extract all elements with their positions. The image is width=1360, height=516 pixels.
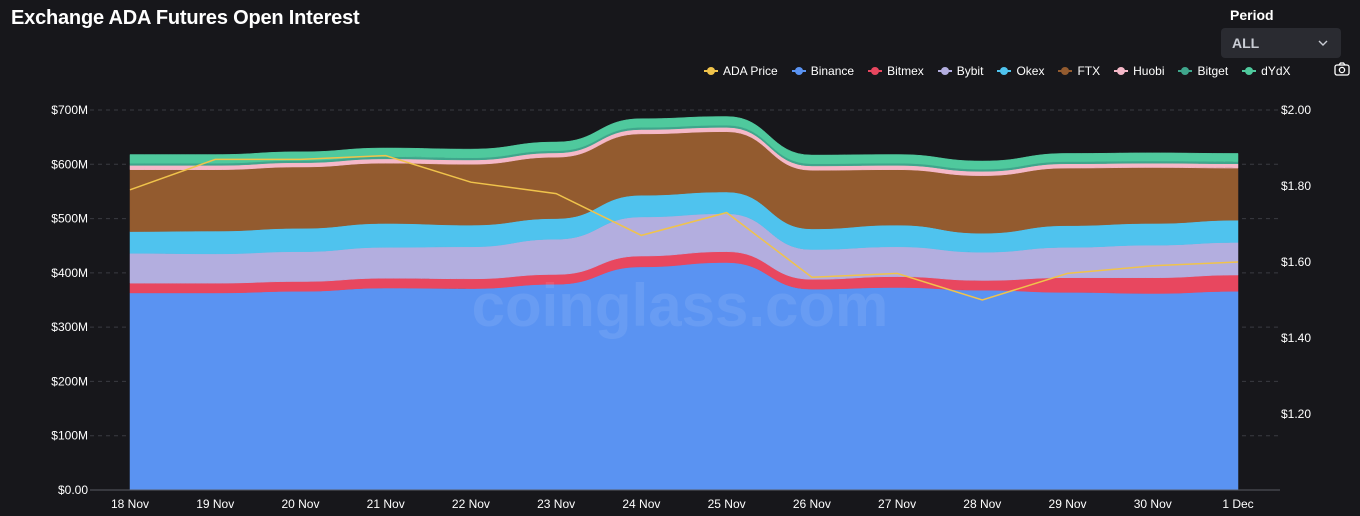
x-tick-label: 26 Nov: [793, 497, 831, 511]
y-right-tick-label: $1.40: [1281, 331, 1311, 345]
legend-label-bitget: Bitget: [1197, 64, 1229, 78]
x-tick-label: 25 Nov: [708, 497, 746, 511]
legend-marker-bitmex: [868, 67, 883, 75]
x-tick-label: 30 Nov: [1134, 497, 1172, 511]
chart-legend: ADA Price Binance Bitmex Bybit Okex FTX Huobi B…: [704, 62, 1291, 80]
legend-label-ftx: FTX: [1077, 64, 1101, 78]
y-left-tick-label: $700M: [51, 103, 88, 117]
y-left-tick-label: $0.00: [58, 483, 88, 497]
x-tick-label: 1 Dec: [1222, 497, 1253, 511]
period-select[interactable]: ALL: [1221, 28, 1341, 58]
y-right-tick-label: $1.60: [1281, 255, 1311, 269]
legend-label-dydx: dYdX: [1261, 64, 1291, 78]
legend-marker-huobi: [1114, 67, 1129, 75]
x-tick-label: 20 Nov: [281, 497, 319, 511]
y-right-tick-label: $1.20: [1281, 407, 1311, 421]
legend-item-ftx[interactable]: FTX: [1058, 64, 1100, 78]
legend-item-bitmex[interactable]: Bitmex: [868, 64, 924, 78]
legend-item-dydx[interactable]: dYdX: [1242, 64, 1291, 78]
legend-marker-ada-price: [704, 67, 718, 75]
y-left-tick-label: $400M: [51, 266, 88, 280]
legend-item-bitget[interactable]: Bitget: [1178, 64, 1228, 78]
x-tick-label: 18 Nov: [111, 497, 149, 511]
legend-item-huobi[interactable]: Huobi: [1114, 64, 1164, 78]
legend-item-ada-price[interactable]: ADA Price: [704, 64, 778, 78]
legend-item-okex[interactable]: Okex: [997, 64, 1044, 78]
x-tick-label: 22 Nov: [452, 497, 490, 511]
x-tick-label: 29 Nov: [1049, 497, 1087, 511]
legend-marker-bybit: [937, 67, 952, 75]
y-right-tick-label: $1.80: [1281, 179, 1311, 193]
legend-label-binance: Binance: [810, 64, 855, 78]
chevron-down-icon: [1318, 40, 1328, 46]
legend-item-bybit[interactable]: Bybit: [937, 64, 984, 78]
line-ada-price: [129, 154, 1239, 301]
period-label: Period: [1230, 7, 1274, 23]
camera-icon[interactable]: [1334, 62, 1350, 76]
watermark-text: coinglass.com: [472, 272, 889, 339]
stacked-areas: [129, 116, 1239, 491]
legend-marker-ftx: [1058, 67, 1073, 75]
area-dydx: [129, 116, 1239, 170]
legend-label-bybit: Bybit: [956, 64, 984, 78]
y-right-tick-label: $2.00: [1281, 103, 1311, 117]
chart-title: Exchange ADA Futures Open Interest: [11, 7, 360, 29]
x-tick-label: 23 Nov: [537, 497, 575, 511]
y-left-tick-label: $500M: [51, 212, 88, 226]
y-left-tick-label: $200M: [51, 374, 88, 388]
legend-item-binance[interactable]: Binance: [791, 64, 855, 78]
x-tick-label: 24 Nov: [622, 497, 660, 511]
period-select-value: ALL: [1232, 35, 1260, 51]
x-tick-label: 19 Nov: [196, 497, 234, 511]
legend-marker-bitget: [1178, 67, 1193, 75]
legend-label-okex: Okex: [1016, 64, 1045, 78]
y-left-tick-label: $100M: [51, 429, 88, 443]
legend-marker-okex: [997, 67, 1012, 75]
x-tick-label: 27 Nov: [878, 497, 916, 511]
y-left-tick-label: $600M: [51, 157, 88, 171]
y-left-tick-label: $300M: [51, 320, 88, 334]
legend-marker-binance: [791, 67, 806, 75]
legend-marker-dydx: [1242, 67, 1257, 75]
legend-label-bitmex: Bitmex: [887, 64, 924, 78]
legend-label-huobi: Huobi: [1133, 64, 1165, 78]
legend-label-ada-price: ADA Price: [723, 64, 778, 78]
x-tick-label: 28 Nov: [963, 497, 1001, 511]
x-tick-label: 21 Nov: [367, 497, 405, 511]
